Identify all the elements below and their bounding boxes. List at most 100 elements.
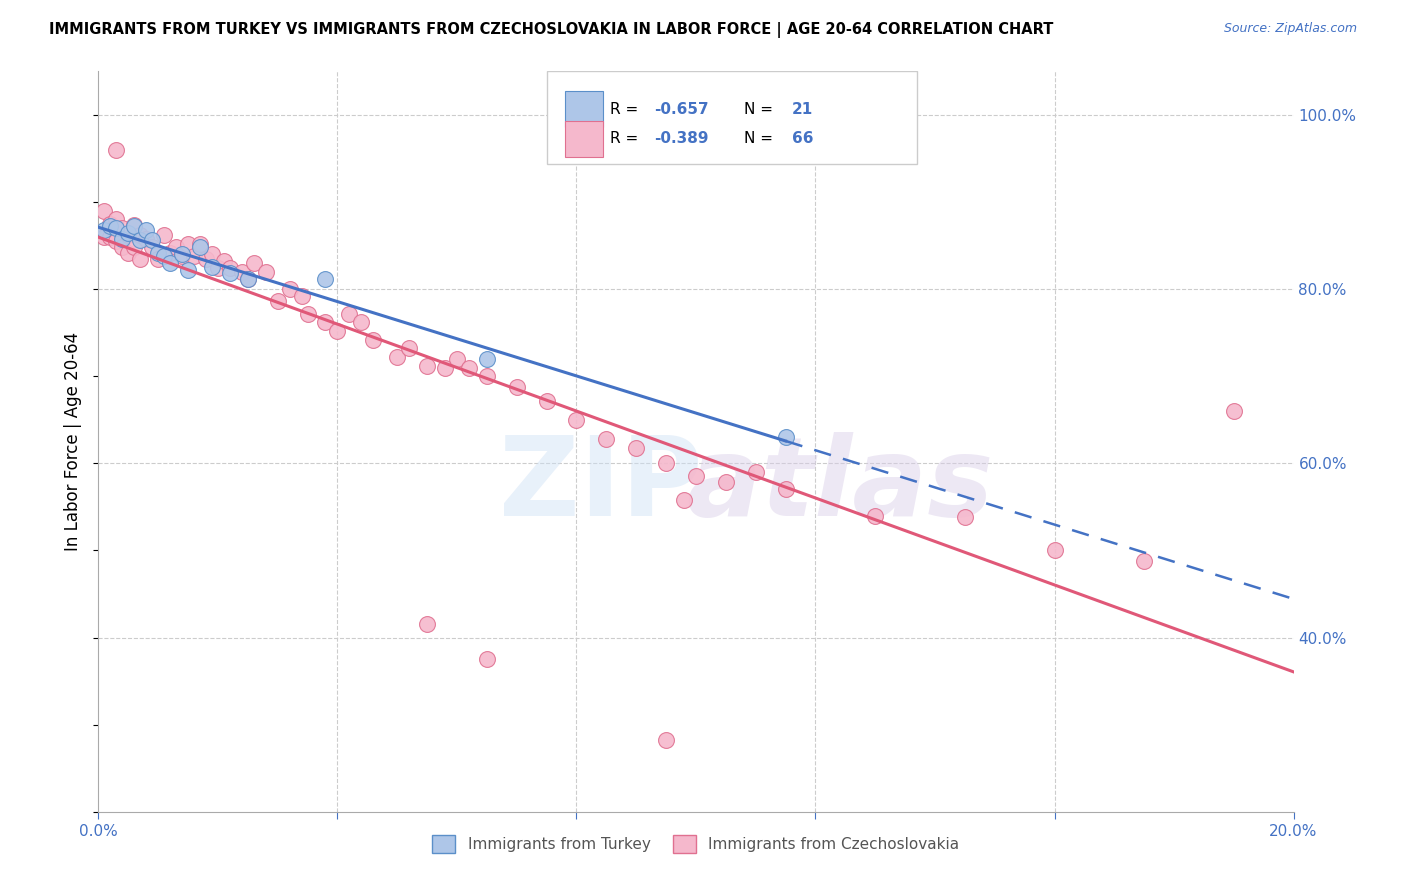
- Point: [141, 233, 163, 247]
- Point: [105, 143, 128, 157]
- Point: [416, 617, 439, 632]
- Point: [93, 223, 115, 237]
- Text: 66: 66: [792, 131, 813, 146]
- Point: [350, 315, 373, 329]
- Point: [243, 256, 266, 270]
- Point: [458, 360, 481, 375]
- Point: [1133, 554, 1156, 568]
- Point: [655, 456, 678, 470]
- Point: [953, 510, 976, 524]
- Point: [416, 359, 439, 373]
- Point: [297, 306, 319, 320]
- Point: [98, 230, 122, 244]
- Point: [219, 267, 242, 281]
- Point: [475, 351, 498, 366]
- Point: [183, 249, 205, 263]
- Point: [267, 294, 290, 309]
- Text: R =: R =: [610, 102, 643, 117]
- Point: [93, 230, 115, 244]
- Point: [236, 271, 259, 285]
- Point: [153, 228, 176, 243]
- Point: [398, 342, 420, 356]
- Text: IMMIGRANTS FROM TURKEY VS IMMIGRANTS FROM CZECHOSLOVAKIA IN LABOR FORCE | AGE 20: IMMIGRANTS FROM TURKEY VS IMMIGRANTS FRO…: [49, 22, 1053, 38]
- Point: [626, 441, 648, 455]
- Point: [195, 252, 218, 267]
- Text: N =: N =: [744, 102, 778, 117]
- Point: [219, 261, 242, 276]
- Point: [212, 254, 235, 268]
- Point: [124, 240, 146, 254]
- Point: [117, 245, 139, 260]
- Text: atlas: atlas: [686, 433, 993, 540]
- Point: [105, 234, 128, 248]
- Point: [475, 652, 498, 666]
- Point: [135, 223, 157, 237]
- Point: [775, 483, 797, 497]
- Point: [117, 227, 139, 241]
- Point: [117, 228, 139, 243]
- Point: [177, 236, 200, 251]
- Point: [188, 236, 211, 251]
- Point: [385, 350, 409, 364]
- Point: [105, 212, 128, 227]
- Point: [339, 306, 361, 320]
- Point: [172, 247, 194, 261]
- Point: [111, 221, 134, 235]
- Point: [315, 271, 337, 285]
- Point: [129, 228, 152, 243]
- Point: [434, 360, 457, 375]
- Point: [565, 413, 588, 427]
- Point: [98, 219, 122, 234]
- Point: [278, 282, 301, 296]
- Point: [124, 218, 146, 232]
- Point: [685, 469, 707, 483]
- Point: [236, 271, 259, 285]
- FancyBboxPatch shape: [565, 121, 603, 157]
- Text: ZIP: ZIP: [499, 433, 702, 540]
- Point: [111, 240, 134, 254]
- Text: Source: ZipAtlas.com: Source: ZipAtlas.com: [1223, 22, 1357, 36]
- Point: [673, 492, 696, 507]
- Text: 21: 21: [792, 102, 813, 117]
- Point: [363, 333, 385, 347]
- Point: [129, 233, 152, 247]
- Point: [111, 231, 134, 245]
- Point: [865, 508, 887, 523]
- Point: [1223, 404, 1246, 418]
- Point: [714, 475, 737, 490]
- Point: [315, 315, 337, 329]
- Point: [595, 432, 617, 446]
- Text: R =: R =: [610, 131, 643, 146]
- Point: [446, 351, 468, 366]
- Text: N =: N =: [744, 131, 778, 146]
- Point: [188, 240, 211, 254]
- Point: [231, 265, 253, 279]
- Point: [172, 249, 194, 263]
- Point: [291, 289, 314, 303]
- Point: [159, 256, 181, 270]
- Point: [93, 203, 115, 218]
- Text: -0.389: -0.389: [654, 131, 709, 146]
- Point: [536, 393, 558, 408]
- Point: [129, 252, 152, 267]
- Point: [506, 379, 529, 393]
- Point: [254, 265, 277, 279]
- Y-axis label: In Labor Force | Age 20-64: In Labor Force | Age 20-64: [65, 332, 83, 551]
- Point: [124, 219, 146, 234]
- Point: [207, 261, 229, 276]
- Point: [201, 260, 224, 275]
- Point: [475, 369, 498, 384]
- Point: [153, 249, 176, 263]
- Point: [165, 240, 187, 254]
- Point: [201, 247, 224, 261]
- Text: -0.657: -0.657: [654, 102, 709, 117]
- Point: [148, 252, 170, 267]
- Point: [98, 217, 122, 231]
- Point: [775, 430, 797, 444]
- Point: [135, 231, 157, 245]
- FancyBboxPatch shape: [547, 71, 917, 164]
- Point: [655, 733, 678, 747]
- Point: [1043, 543, 1066, 558]
- Point: [148, 245, 170, 260]
- Point: [159, 245, 181, 260]
